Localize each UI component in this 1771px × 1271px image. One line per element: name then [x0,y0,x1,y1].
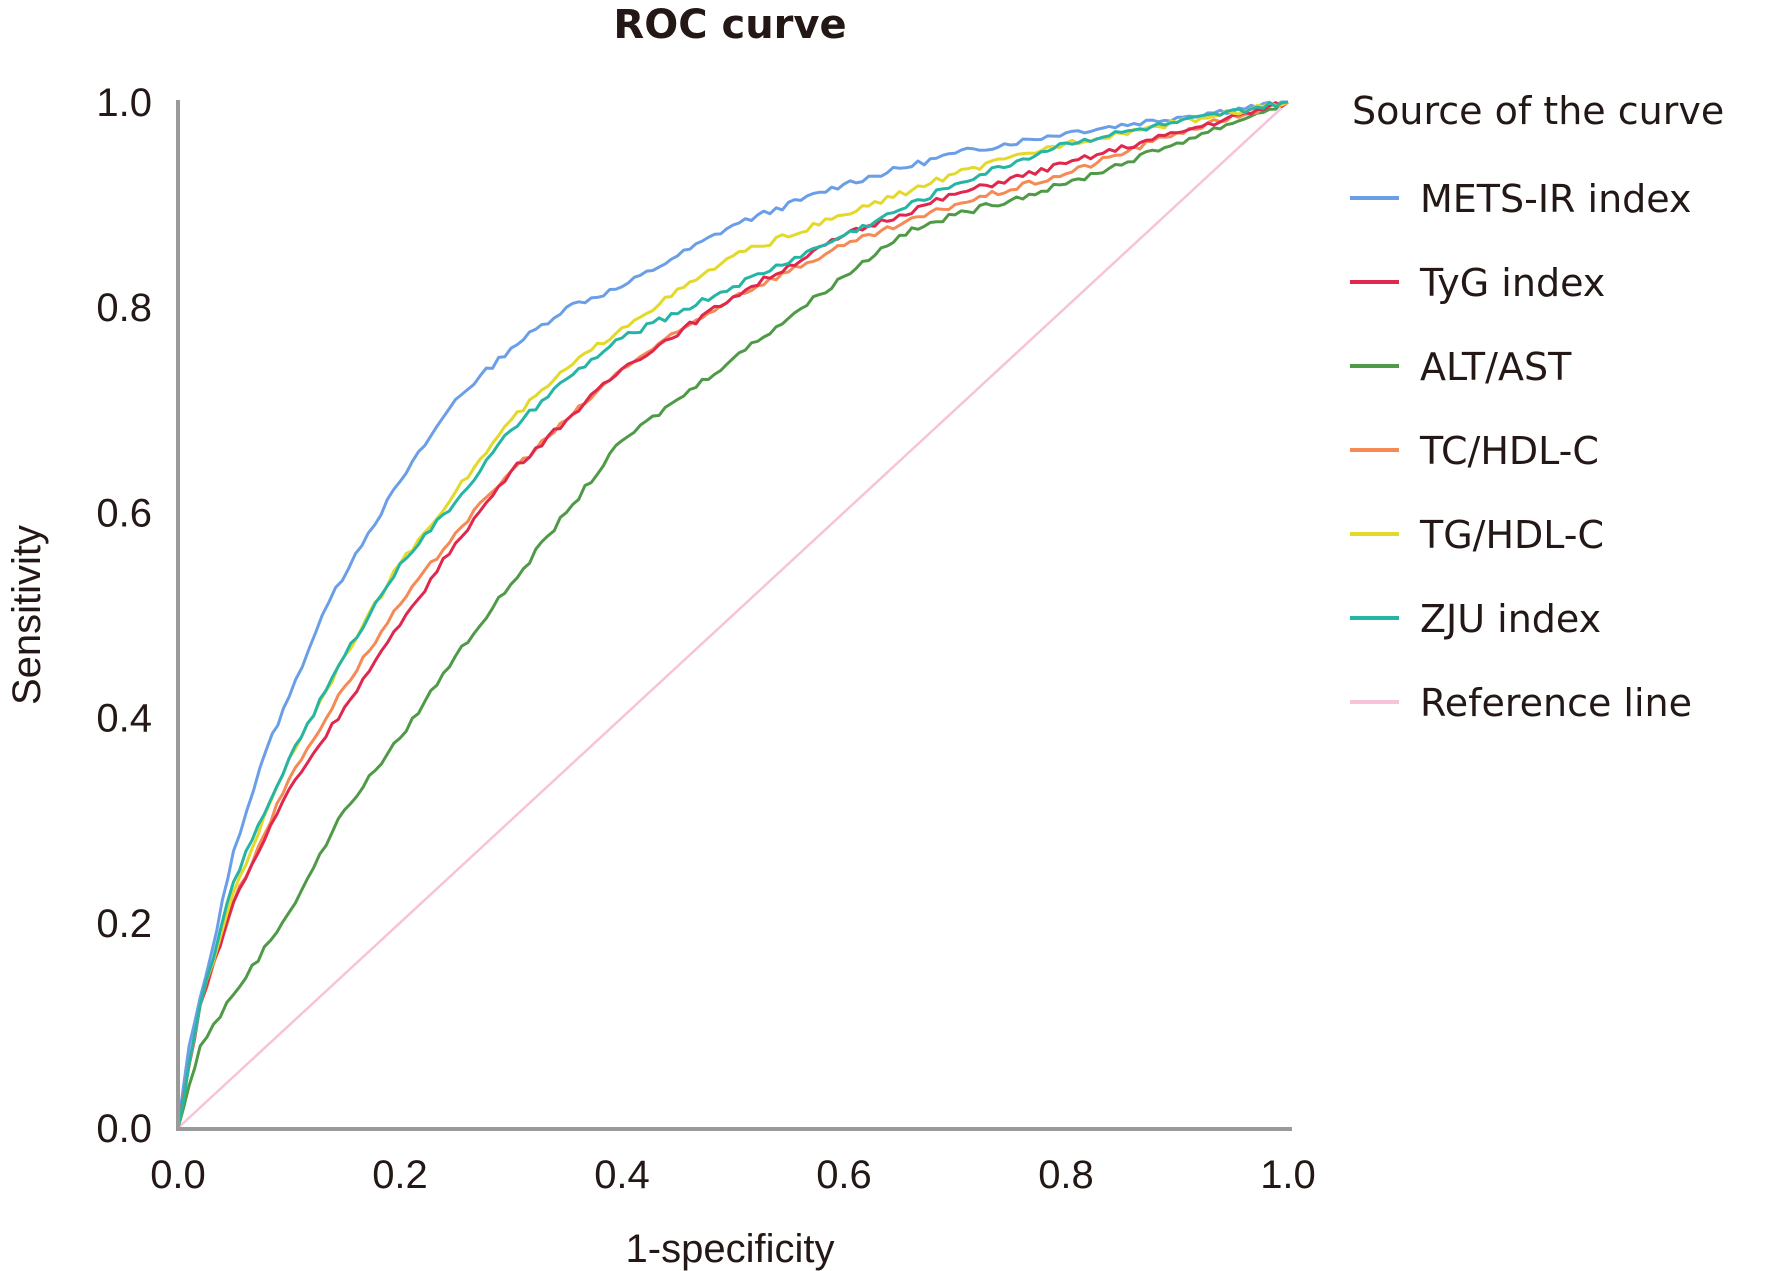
legend-item-zju-index: ZJU index [1350,597,1601,641]
legend-item-mets-ir-index: METS-IR index [1350,177,1692,221]
y-tick-label: 0.8 [96,286,152,330]
y-tick-label: 1.0 [96,81,152,125]
legend-item-tg-hdl-c: TG/HDL-C [1350,513,1604,557]
x-tick-label: 0.0 [150,1153,206,1197]
y-tick-label: 0.2 [96,902,152,946]
y-tick-label: 0.6 [96,491,152,535]
legend-label: TG/HDL-C [1419,513,1604,557]
y-tick-label: 0.0 [96,1107,152,1151]
chart-title: ROC curve [613,2,846,48]
legend-label: METS-IR index [1420,177,1692,221]
legend-item-tc-hdl-c: TC/HDL-C [1350,429,1599,473]
series-line-alt-ast [176,100,1289,1129]
series-line-reference-line [177,101,1289,1129]
x-tick-labels: 0.0 0.2 0.4 0.6 0.8 1.0 [150,1153,1316,1197]
legend-item-alt-ast: ALT/AST [1350,345,1572,389]
legend-item-tyg-index: TyG index [1350,261,1605,305]
x-tick-label: 0.6 [816,1153,872,1197]
y-axis-label: Sensitivity [5,525,49,705]
series-line-mets-ir-index [176,100,1288,1129]
y-tick-label: 0.4 [96,697,152,741]
series-line-zju-index [176,100,1289,1129]
legend-title: Source of the curve [1352,89,1724,133]
legend-label: ZJU index [1420,597,1601,641]
legend-label: TyG index [1419,261,1605,305]
y-tick-labels: 0.0 0.2 0.4 0.6 0.8 1.0 [96,81,152,1151]
x-tick-label: 1.0 [1260,1153,1316,1197]
x-axis-label: 1-specificity [626,1227,835,1271]
series-layer [176,100,1289,1129]
series-line-tyg-index [176,100,1289,1129]
legend-label: Reference line [1420,681,1692,725]
legend-item-reference-line: Reference line [1350,681,1692,725]
legend: Source of the curve METS-IR index TyG ind… [1350,89,1724,725]
x-tick-label: 0.2 [372,1153,428,1197]
x-tick-label: 0.4 [594,1153,650,1197]
x-tick-label: 0.8 [1038,1153,1094,1197]
legend-label: ALT/AST [1420,345,1572,389]
legend-label: TC/HDL-C [1419,429,1599,473]
